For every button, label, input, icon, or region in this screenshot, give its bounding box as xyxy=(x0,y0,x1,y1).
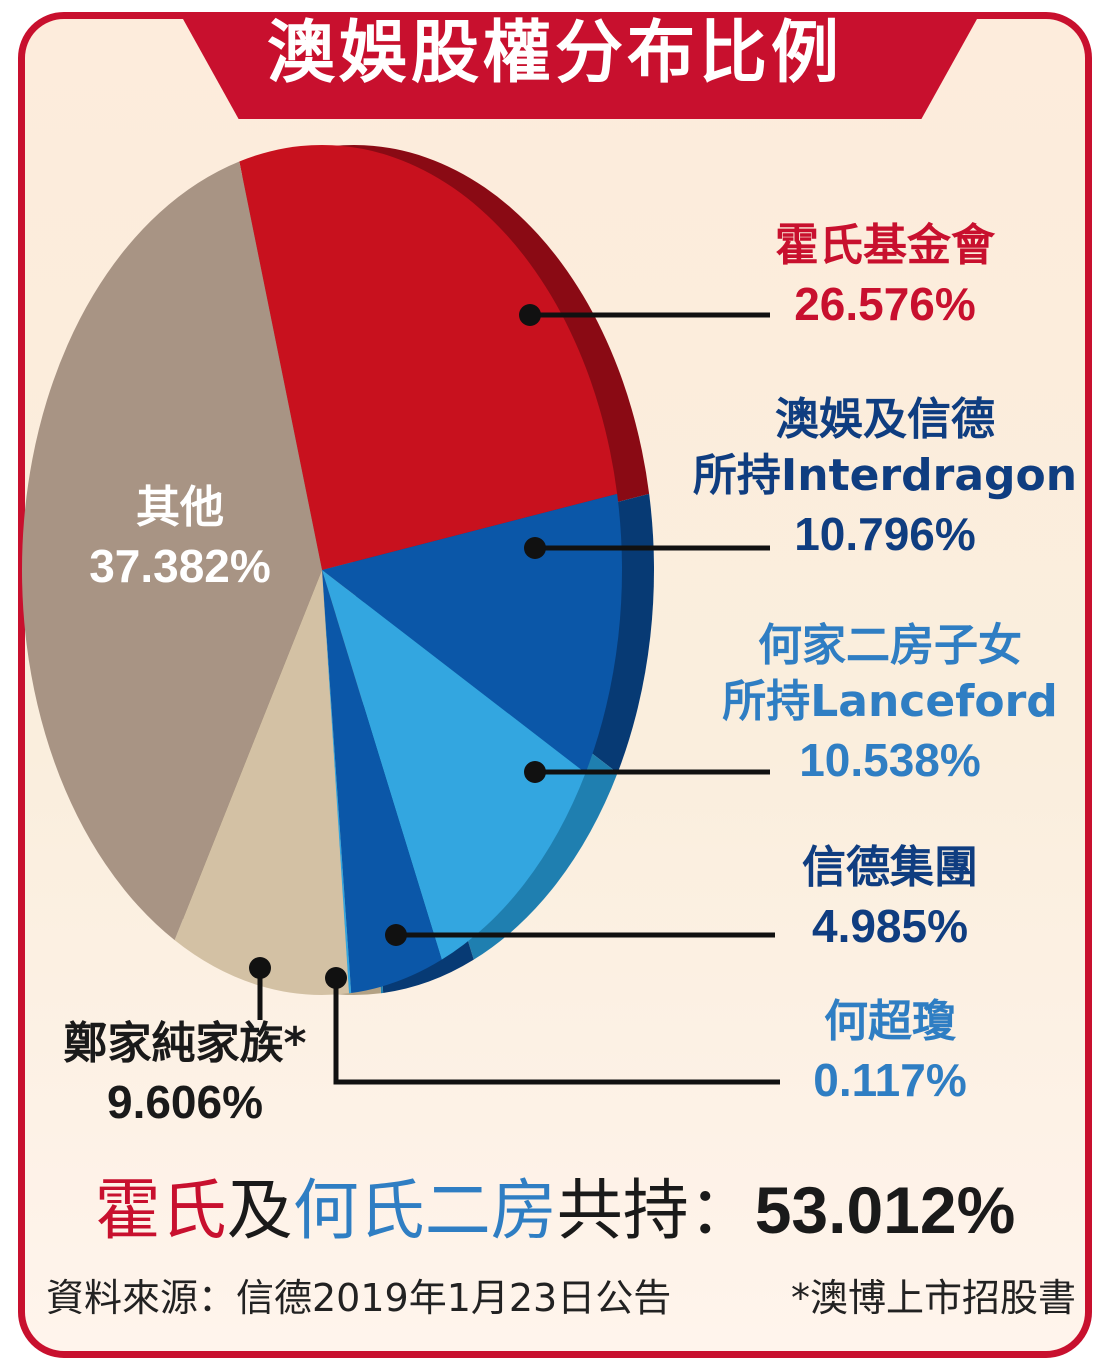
slice-value: 10.796% xyxy=(794,508,976,560)
summary-value: 53.012% xyxy=(754,1173,1016,1247)
leader-dot-5 xyxy=(249,957,271,979)
slice-name-line2: 所持Lanceford xyxy=(722,676,1058,727)
source-note: *澳博上市招股書 xyxy=(790,1276,1076,1320)
leader-lines-layer xyxy=(249,304,780,1085)
slice-name: 霍氏基金會 xyxy=(775,220,995,271)
pie-slice-2 xyxy=(322,570,586,960)
slice-name-line1: 澳娛及信德 xyxy=(775,394,995,445)
slice-label-pansy-ho: 何超瓊 0.117% xyxy=(740,994,1040,1110)
slice-value: 10.538% xyxy=(799,734,981,786)
leader-dot-3 xyxy=(385,924,407,946)
chart-title: 澳娛股權分布比例 xyxy=(266,14,843,93)
pie-slice-5 xyxy=(174,570,349,995)
slice-value: 4.985% xyxy=(811,900,968,952)
pie-slice-3 xyxy=(322,570,442,993)
slice-label-cheng-family: 鄭家純家族* 9.606% xyxy=(30,1016,340,1132)
leader-dot-1 xyxy=(524,537,546,559)
slice-label-interdragon: 澳娛及信德 所持Interdragon 10.796% xyxy=(690,392,1080,564)
source-footer: 資料來源：信德2019年1月23日公告 *澳博上市招股書 xyxy=(46,1270,1076,1326)
source-text: 資料來源：信德2019年1月23日公告 xyxy=(46,1276,672,1320)
slice-label-others: 其他 37.382% xyxy=(50,480,310,596)
pie-slice-1 xyxy=(322,493,623,774)
leader-dot-4 xyxy=(325,967,347,989)
slice-name: 信德集團 xyxy=(802,842,978,893)
summary-huo: 霍氏 xyxy=(94,1172,227,1249)
slice-value: 37.382% xyxy=(89,540,271,592)
slice-name: 其他 xyxy=(136,482,224,533)
slice-value: 9.606% xyxy=(106,1076,263,1128)
slice-label-huo-foundation: 霍氏基金會 26.576% xyxy=(720,218,1050,334)
slice-name: 何超瓊 xyxy=(824,996,956,1047)
summary-ho-second-family: 何氏二房 xyxy=(292,1172,557,1249)
pie-slice-6 xyxy=(21,161,323,941)
title-banner xyxy=(183,19,977,119)
slice-name-line1: 何家二房子女 xyxy=(758,620,1022,671)
leader-dot-2 xyxy=(524,761,546,783)
pie-slice-4 xyxy=(322,570,352,994)
summary-and: 及 xyxy=(226,1172,293,1249)
slice-value: 0.117% xyxy=(813,1054,967,1106)
slice-label-lanceford: 何家二房子女 所持Lanceford 10.538% xyxy=(700,618,1080,790)
slice-name: 鄭家純家族* xyxy=(63,1018,307,1069)
slice-name-line2: 所持Interdragon xyxy=(692,450,1078,501)
pie-slices-layer xyxy=(21,144,623,995)
slice-value: 26.576% xyxy=(794,278,976,330)
leader-dot-0 xyxy=(519,304,541,326)
summary-jointly-hold: 共持： xyxy=(556,1172,755,1249)
leader-line-4 xyxy=(333,978,780,1085)
pie-slice-0 xyxy=(239,144,618,570)
summary-line: 霍氏及何氏二房共持：53.012% xyxy=(0,1170,1110,1251)
slice-label-shun-tak: 信德集團 4.985% xyxy=(740,840,1040,956)
